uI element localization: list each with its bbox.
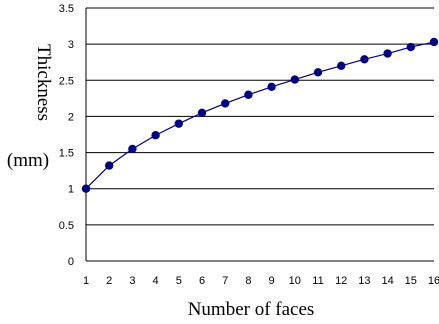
data-point-14 [383,49,392,58]
y-tick-label-4: 2 [68,111,74,123]
x-tick-label-3: 4 [153,275,159,287]
data-point-11 [313,68,323,77]
x-tick-label-8: 9 [269,275,275,287]
y-tick-label-2: 1 [68,184,74,196]
x-tick-label-12: 13 [358,275,370,287]
x-tick-label-0: 1 [83,275,89,287]
data-point-8 [244,90,253,99]
x-tick-label-4: 5 [176,275,182,287]
data-point-9 [267,82,276,91]
x-tick-label-15: 16 [428,275,439,287]
data-point-15 [406,42,415,52]
series-line-0 [85,41,435,190]
y-tick-label-5: 2.5 [59,75,74,87]
x-tick-label-1: 2 [106,275,112,287]
data-point-5 [174,119,183,128]
data-point-3 [128,144,137,154]
data-point-4 [151,131,160,140]
gridlines [86,7,434,262]
x-tick-label-6: 7 [222,275,228,287]
y-tick-label-3: 1.5 [59,148,74,160]
x-tick-label-11: 12 [335,275,347,287]
x-tick-label-13: 14 [381,275,393,287]
x-tick-label-10: 11 [312,275,323,287]
y-tick-label-6: 3 [68,39,74,51]
y-axis-label-line1: Thickness [33,44,54,121]
x-tick-label-7: 8 [245,275,251,287]
x-tick-label-5: 6 [199,275,205,287]
axes [85,8,434,262]
y-tick-label-1: 0.5 [59,220,74,232]
data-point-6 [197,108,207,118]
x-tick-label-2: 3 [129,275,135,287]
x-tick-label-9: 10 [289,275,301,287]
y-tick-labels: 0 0.5 1 1.5 2 2.5 3 3.5 [59,3,74,268]
data-point-7 [221,99,230,108]
y-tick-label-0: 0 [68,256,74,268]
data-point-16 [429,37,439,47]
data-point-1 [81,184,91,193]
data-point-12 [337,61,346,71]
x-tick-labels: 1 2 3 4 5 6 7 8 9 10 11 12 13 14 15 16 [83,275,439,287]
y-tick-label-7: 3.5 [59,3,74,15]
x-tick-label-14: 15 [405,275,417,287]
x-axis-label: Number of faces [188,299,315,320]
data-series [81,37,439,193]
data-point-2 [105,161,114,170]
data-point-10 [290,75,299,84]
data-point-13 [360,55,369,64]
y-axis-label-line2: (mm) [7,150,49,171]
